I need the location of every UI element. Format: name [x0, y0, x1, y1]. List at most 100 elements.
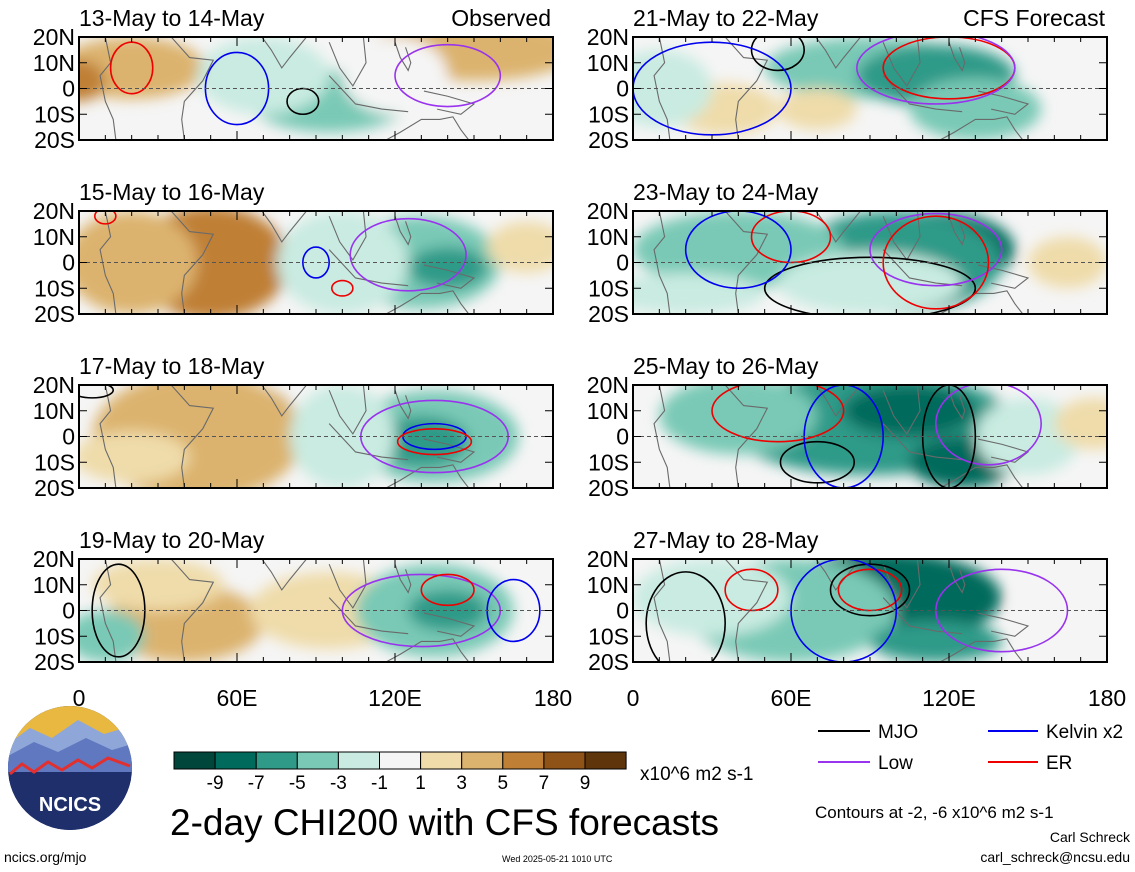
y-tick-label: 10S	[588, 449, 629, 475]
y-tick-label: 10N	[33, 224, 75, 250]
y-tick-label: 0	[616, 250, 629, 276]
y-tick-label: 10S	[588, 623, 629, 649]
filter-contour	[779, 440, 856, 484]
coastline	[170, 211, 215, 314]
legend-label-er: ER	[1046, 753, 1072, 774]
anomaly-region	[487, 221, 553, 273]
y-tick-label: 20N	[587, 372, 629, 398]
coastline	[384, 464, 470, 488]
coastline	[170, 559, 215, 662]
coastline	[384, 116, 470, 140]
colorbar-swatch	[543, 751, 586, 770]
coastline	[815, 211, 862, 243]
anomaly-region	[408, 589, 488, 632]
panel-title: 23-May to 24-May	[633, 179, 819, 205]
y-tick-label: 10S	[34, 623, 75, 649]
anomaly-region	[1054, 397, 1107, 450]
y-tick-label: 20N	[587, 198, 629, 224]
panel-title: 13-May to 14-May	[79, 5, 265, 31]
colorbar-tick-label: 7	[539, 773, 550, 794]
y-tick-label: 10N	[33, 50, 75, 76]
coastline	[977, 264, 1030, 289]
panel-title: 27-May to 28-May	[633, 527, 819, 553]
legend-label-kelvin: Kelvin x2	[1046, 722, 1123, 743]
colorbar-swatch	[296, 751, 339, 770]
y-tick-label: 20S	[34, 475, 75, 501]
y-tick-label: 0	[62, 424, 75, 450]
anomaly-region	[633, 49, 712, 128]
colorbar-tick-label: 1	[415, 773, 426, 794]
y-tick-label: 20S	[34, 649, 75, 675]
filter-contour	[349, 217, 467, 292]
map-panel: 23-May to 24-May	[632, 179, 1108, 315]
panel-tag: Observed	[451, 5, 551, 31]
colorbar-swatch	[420, 751, 463, 770]
panel-title: 15-May to 16-May	[79, 179, 265, 205]
coastline	[261, 37, 308, 69]
coastline	[328, 385, 367, 435]
coastline	[328, 75, 409, 113]
panel-title: 19-May to 20-May	[79, 527, 265, 553]
coastline	[394, 389, 412, 420]
coastline	[724, 37, 769, 140]
map-panels: 13-May to 14-May Observed 15-May to 16-May…	[78, 5, 1108, 663]
colorbar-swatch	[337, 751, 380, 770]
y-tick-label: 10N	[33, 572, 75, 598]
coastline	[724, 559, 769, 662]
map-panel: 17-May to 18-May	[78, 353, 554, 489]
anomaly-region	[870, 620, 1002, 662]
author-email: carl_schreck@ncsu.edu	[980, 849, 1130, 865]
panel-title: 17-May to 18-May	[79, 353, 265, 379]
colorbar-swatch	[461, 751, 504, 770]
filter-contour	[286, 87, 320, 116]
coastline	[948, 563, 966, 594]
coastline	[423, 612, 476, 637]
coastline	[384, 638, 470, 662]
filter-contour	[763, 256, 977, 314]
filter-contour	[420, 573, 475, 607]
coastline	[170, 37, 215, 140]
coastline	[882, 385, 921, 435]
coastline	[394, 41, 412, 72]
coastline	[724, 211, 769, 314]
filter-contour	[724, 568, 779, 612]
coastline	[948, 41, 966, 72]
anomaly-region	[289, 385, 396, 488]
coastline	[423, 264, 476, 289]
y-tick-label: 10S	[588, 101, 629, 127]
anomaly-region	[633, 272, 765, 314]
filter-contour	[856, 37, 1016, 105]
axis-labels: 20N10N010S20S20N10N010S20S20N10N010S20S2…	[33, 24, 1126, 711]
colorbar-tick-label: 9	[580, 773, 591, 794]
panel-title: 21-May to 22-May	[633, 5, 819, 31]
coastline	[328, 559, 367, 609]
y-tick-label: 20N	[587, 24, 629, 50]
coastline	[948, 215, 966, 246]
filter-contour	[394, 43, 502, 108]
y-tick-label: 20S	[588, 301, 629, 327]
coastline	[394, 563, 412, 594]
y-tick-label: 20S	[34, 127, 75, 153]
panel-title: 25-May to 26-May	[633, 353, 819, 379]
y-tick-label: 0	[62, 250, 75, 276]
legend-label-mjo: MJO	[878, 722, 918, 743]
y-tick-label: 20N	[33, 372, 75, 398]
filter-contour	[94, 211, 117, 225]
coastline	[882, 75, 963, 113]
filter-contour	[302, 246, 330, 279]
colorbar: -9 -7 -5 -3 -1 1 3 5 7 9	[173, 751, 627, 794]
coastline	[938, 116, 1024, 140]
y-tick-label: 10N	[587, 572, 629, 598]
map-panel: 25-May to 26-May	[632, 353, 1108, 489]
y-tick-label: 0	[62, 76, 75, 102]
y-tick-label: 0	[616, 76, 629, 102]
colorbar-swatch	[173, 751, 216, 770]
colorbar-tick-label: -9	[207, 773, 224, 794]
coastline	[423, 90, 476, 115]
ncics-logo: NCICS	[8, 706, 132, 830]
filter-contour	[935, 385, 1042, 466]
colorbar-swatch	[502, 751, 545, 770]
y-tick-label: 20N	[33, 198, 75, 224]
coastline	[394, 215, 412, 246]
coastline	[815, 559, 862, 591]
